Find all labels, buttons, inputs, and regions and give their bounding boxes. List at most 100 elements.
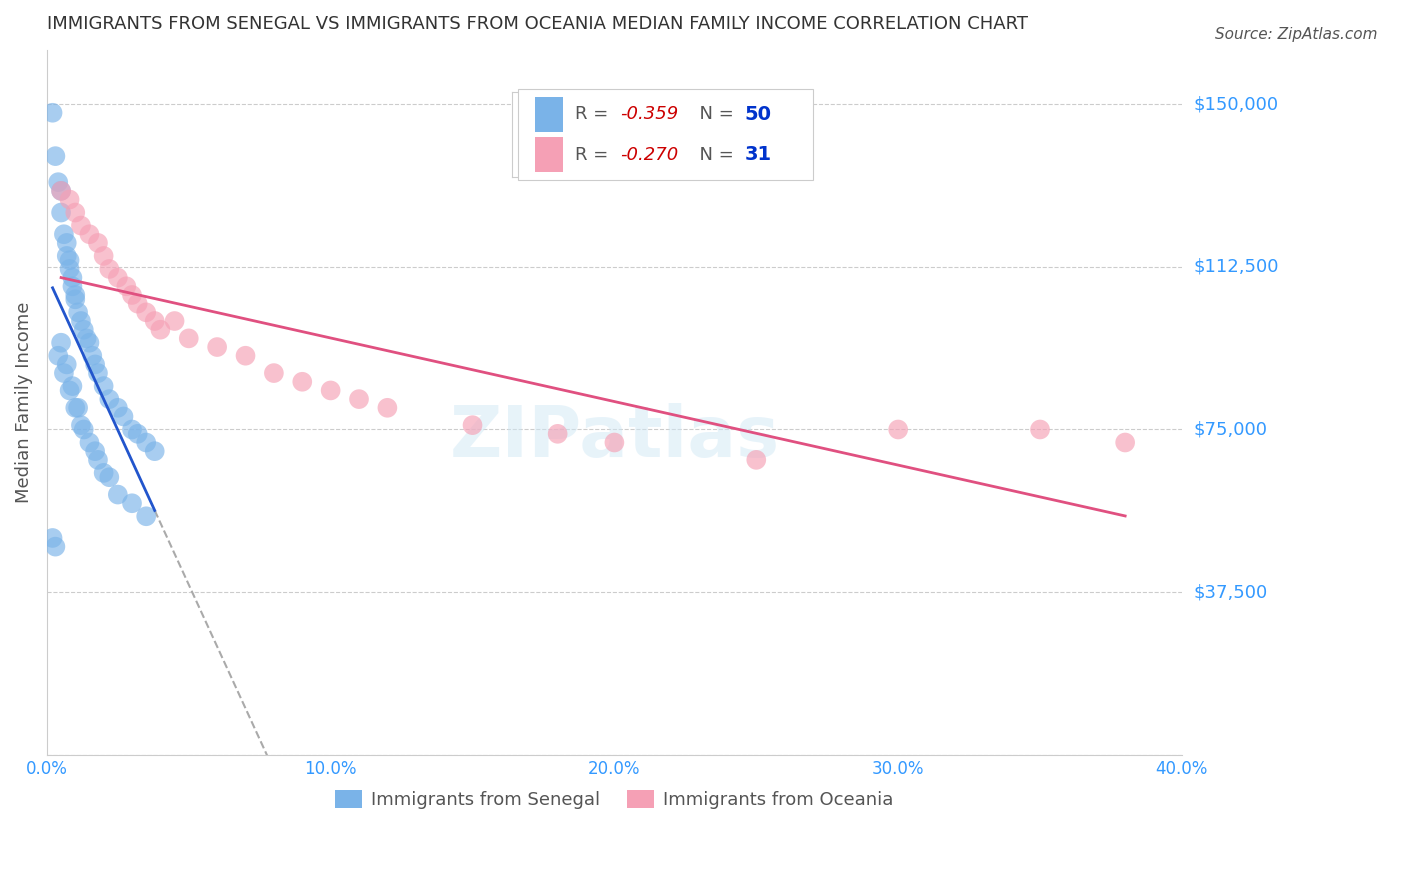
Point bbox=[65, 205, 87, 219]
Point bbox=[93, 466, 115, 480]
Point bbox=[107, 487, 129, 501]
Point bbox=[62, 279, 84, 293]
Point bbox=[49, 184, 72, 198]
Point bbox=[98, 470, 121, 484]
Point bbox=[65, 401, 87, 415]
Point bbox=[143, 444, 166, 458]
Point bbox=[163, 314, 186, 328]
Point bbox=[135, 435, 157, 450]
Point bbox=[49, 205, 72, 219]
Point bbox=[98, 262, 121, 277]
Text: ZIPatlas: ZIPatlas bbox=[450, 403, 779, 472]
Point bbox=[49, 184, 72, 198]
Point bbox=[52, 366, 75, 380]
Point bbox=[263, 366, 285, 380]
Point bbox=[1029, 422, 1052, 436]
Point bbox=[107, 401, 129, 415]
Point bbox=[135, 305, 157, 319]
Point bbox=[121, 422, 143, 436]
Point bbox=[58, 253, 80, 268]
Point bbox=[745, 453, 768, 467]
Point bbox=[70, 314, 93, 328]
Text: $75,000: $75,000 bbox=[1194, 420, 1267, 439]
Text: -0.270: -0.270 bbox=[620, 145, 678, 163]
Point bbox=[49, 335, 72, 350]
Point bbox=[46, 349, 69, 363]
Point bbox=[55, 358, 77, 372]
Point bbox=[121, 288, 143, 302]
Point bbox=[603, 435, 626, 450]
Point bbox=[67, 305, 90, 319]
Point bbox=[177, 331, 200, 345]
Point bbox=[127, 426, 149, 441]
Point bbox=[1114, 435, 1136, 450]
Point bbox=[70, 418, 93, 433]
Point bbox=[291, 375, 314, 389]
Point bbox=[319, 384, 342, 398]
Point bbox=[93, 249, 115, 263]
Text: $150,000: $150,000 bbox=[1194, 95, 1278, 113]
Text: $37,500: $37,500 bbox=[1194, 583, 1267, 601]
Point bbox=[46, 175, 69, 189]
Point bbox=[55, 249, 77, 263]
Point bbox=[62, 379, 84, 393]
Point bbox=[70, 219, 93, 233]
Point bbox=[87, 235, 110, 250]
Point bbox=[73, 323, 96, 337]
Point bbox=[547, 426, 569, 441]
Point bbox=[62, 270, 84, 285]
Point bbox=[377, 401, 399, 415]
Point bbox=[107, 270, 129, 285]
Text: Source: ZipAtlas.com: Source: ZipAtlas.com bbox=[1215, 27, 1378, 42]
Text: N =: N = bbox=[688, 105, 740, 123]
Point bbox=[112, 409, 135, 424]
Point bbox=[87, 366, 110, 380]
Point bbox=[65, 288, 87, 302]
Point bbox=[235, 349, 257, 363]
Point bbox=[76, 331, 98, 345]
Text: R =: R = bbox=[575, 105, 613, 123]
Point bbox=[115, 279, 138, 293]
Point bbox=[58, 193, 80, 207]
Bar bbox=[517, 88, 813, 180]
Text: 50: 50 bbox=[745, 104, 772, 124]
Point bbox=[887, 422, 910, 436]
Point bbox=[79, 435, 101, 450]
Point bbox=[65, 293, 87, 307]
Point bbox=[135, 509, 157, 524]
Point bbox=[127, 296, 149, 310]
Text: 31: 31 bbox=[745, 145, 772, 164]
Point bbox=[84, 358, 107, 372]
Point bbox=[79, 227, 101, 242]
Point bbox=[143, 314, 166, 328]
Y-axis label: Median Family Income: Median Family Income bbox=[15, 301, 32, 503]
Point bbox=[87, 453, 110, 467]
Point bbox=[58, 262, 80, 277]
Point bbox=[461, 418, 484, 433]
Text: N =: N = bbox=[688, 145, 740, 163]
Point bbox=[121, 496, 143, 510]
Point bbox=[98, 392, 121, 406]
Point bbox=[41, 531, 63, 545]
Point bbox=[149, 323, 172, 337]
Bar bbox=[534, 137, 564, 172]
Text: IMMIGRANTS FROM SENEGAL VS IMMIGRANTS FROM OCEANIA MEDIAN FAMILY INCOME CORRELAT: IMMIGRANTS FROM SENEGAL VS IMMIGRANTS FR… bbox=[46, 15, 1028, 33]
Point bbox=[82, 349, 104, 363]
Text: $112,500: $112,500 bbox=[1194, 258, 1278, 276]
Bar bbox=[534, 96, 564, 132]
Point bbox=[79, 335, 101, 350]
Point bbox=[52, 227, 75, 242]
Point bbox=[205, 340, 228, 354]
Point bbox=[41, 105, 63, 120]
Text: R =: R = bbox=[575, 145, 613, 163]
Point bbox=[67, 401, 90, 415]
Point bbox=[44, 540, 66, 554]
Point bbox=[347, 392, 370, 406]
Point bbox=[55, 235, 77, 250]
Point bbox=[44, 149, 66, 163]
Text: -0.359: -0.359 bbox=[620, 105, 678, 123]
Point bbox=[73, 422, 96, 436]
Point bbox=[58, 384, 80, 398]
Point bbox=[93, 379, 115, 393]
Point bbox=[84, 444, 107, 458]
